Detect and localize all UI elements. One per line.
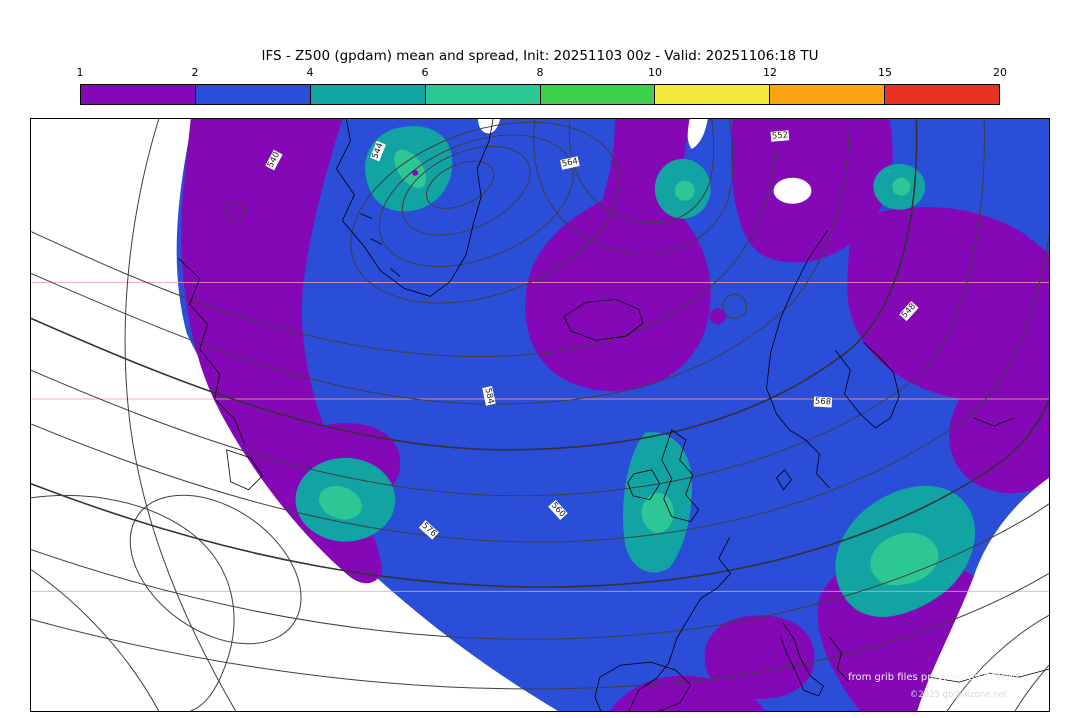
colorbar-ticks: 1 2 4 6 8 10 12 15 20 bbox=[76, 66, 1008, 80]
colorbar-segment bbox=[770, 85, 886, 104]
colorbar-tick: 20 bbox=[993, 66, 1007, 79]
colorbar-tick: 15 bbox=[878, 66, 892, 79]
colorbar-segment bbox=[310, 85, 426, 104]
colorbar-tick: 1 bbox=[76, 66, 84, 79]
colorbar-tick: 2 bbox=[191, 66, 199, 79]
colorbar-segment bbox=[425, 85, 541, 104]
height-contours bbox=[31, 119, 1049, 711]
colorbar-tick: 10 bbox=[648, 66, 662, 79]
colorbar-segment bbox=[81, 85, 196, 104]
copyright-line: ©2025 gb@irizone.net bbox=[909, 690, 1007, 700]
graticule bbox=[31, 281, 1049, 592]
colorbar-segment bbox=[540, 85, 656, 104]
coastlines bbox=[178, 119, 1049, 711]
spread-field bbox=[31, 119, 1049, 711]
colorbar-tick: 8 bbox=[536, 66, 544, 79]
colorbar-tick: 6 bbox=[421, 66, 429, 79]
colorbar-segment bbox=[195, 85, 311, 104]
colorbar-segment bbox=[885, 85, 999, 104]
map-panel: 540 544 564 552 548 568 584 560 576 from grib fi… bbox=[30, 118, 1050, 712]
colorbar-tick: 4 bbox=[306, 66, 314, 79]
page-title: IFS - Z500 (gpdam) mean and spread, Init… bbox=[261, 48, 819, 64]
colorbar bbox=[80, 84, 1000, 105]
colorbar-tick: 12 bbox=[763, 66, 777, 79]
credit-line: from grib files provided by ECMWF bbox=[848, 672, 1021, 683]
map-svg bbox=[31, 119, 1049, 711]
colorbar-segment bbox=[655, 85, 771, 104]
